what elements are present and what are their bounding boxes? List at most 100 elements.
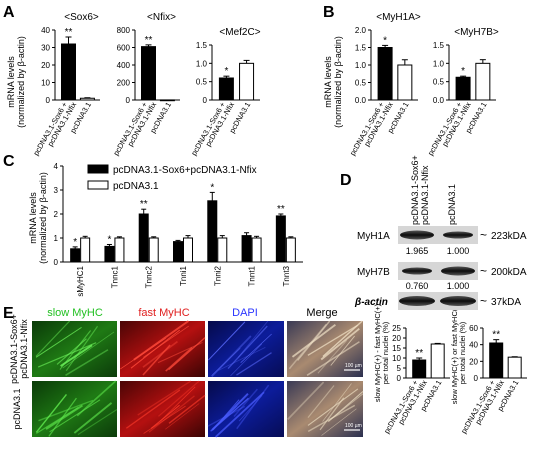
y-tick-label: 0 <box>46 96 51 105</box>
chart-mef2c: <Mef2C>00.51.01.5*pcDNA3.1-Sox6 +pcDNA3.… <box>189 27 261 157</box>
bar <box>241 235 252 263</box>
bar <box>141 46 156 101</box>
y-tick-label: 20 <box>392 334 401 343</box>
y-tick-label: 600 <box>117 44 131 53</box>
y-tick-label: 60 <box>469 324 478 333</box>
scale-bar-label-1: 100 µm <box>345 363 362 369</box>
fiber-stroke <box>297 320 331 361</box>
bar <box>377 47 393 101</box>
blot-row-myh7b: MyH7B <box>357 267 390 278</box>
fiber-stroke <box>319 397 345 431</box>
chart-title: <Mef2C> <box>219 27 260 38</box>
bar <box>397 64 413 101</box>
fiber-stroke <box>168 337 206 371</box>
fiber-stroke <box>142 340 178 368</box>
y-axis-label: per total nuclei (%) <box>458 321 467 384</box>
y-tick-label: 4 <box>54 162 59 171</box>
fiber-stroke <box>165 403 200 430</box>
band-myh1a-ctrl <box>443 231 473 239</box>
fiber-stroke <box>207 321 246 361</box>
panel-letter-d: D <box>340 172 352 189</box>
y-tick-label: 10 <box>392 354 401 363</box>
micrograph-grid: slow MyHC fast MyHC DAPI Merge pcDNA3.1-… <box>9 307 364 438</box>
bar <box>173 241 183 263</box>
band-myh7b-ctrl <box>441 266 475 276</box>
panel-letter-e: E <box>3 305 14 322</box>
blot-col-treat-2: pcDNA3.1-Nfix <box>420 165 430 225</box>
bar <box>507 356 522 379</box>
legend-swatch-treat <box>87 164 109 174</box>
fiber-stroke <box>157 341 203 364</box>
y-tick-label: 20 <box>469 357 478 366</box>
legend-swatch-ctrl <box>87 180 109 190</box>
y-tick-label: 1.0 <box>196 59 208 68</box>
y-tick-label: 1.5 <box>196 41 208 50</box>
fiber-stroke <box>35 320 71 357</box>
bar <box>207 200 218 263</box>
svg-text:mRNA levels: mRNA levels <box>28 192 38 244</box>
bar <box>138 213 149 263</box>
svg-text:mRNA levels: mRNA levels <box>6 56 16 108</box>
y-tick-label: 1 <box>54 234 59 243</box>
fiber-stroke <box>322 320 363 358</box>
ylabel-a: mRNA levels (normalized by β-actin) <box>6 36 26 128</box>
significance-mark: ** <box>140 199 148 210</box>
bar <box>475 62 491 101</box>
fiber-stroke <box>322 383 352 422</box>
y-tick-label: 1.0 <box>355 61 367 70</box>
fiber-stroke <box>62 331 115 369</box>
significance-mark: * <box>73 237 77 248</box>
blot-size-actin: 37kDA <box>491 297 521 308</box>
chart-title: <MyH7B> <box>454 27 499 38</box>
blot-value-myh7b-treat: 0.760 <box>406 281 429 291</box>
bar <box>80 237 91 263</box>
y-tick-label: 0 <box>126 96 131 105</box>
bar <box>183 237 193 263</box>
blot-size-tilde-2: ~ <box>480 264 487 278</box>
y-tick-label: 10 <box>41 79 50 88</box>
y-tick-label: 400 <box>117 61 131 70</box>
bar <box>218 77 234 101</box>
blot-size-tilde-1: ~ <box>480 228 487 242</box>
mic-row-treat-1: pcDNA3.1-Sox6+ <box>9 314 19 384</box>
fiber-stroke <box>215 391 265 438</box>
mic-header-merge: Merge <box>306 307 337 319</box>
y-tick-label: 3 <box>54 186 59 195</box>
fiber-stroke <box>287 381 325 420</box>
fiber-stroke <box>77 408 118 436</box>
ylabel-b: mRNA levels (normalized by β-actin) <box>323 36 343 128</box>
blot-row-actin: β-actin <box>354 297 388 308</box>
chart-genes: 0 1 2 3 4 * sMyHC1 * Tnnc1 ** Tnnc2 Tnni1 * Tnni2 Tnnt… <box>54 162 303 297</box>
fiber-stroke <box>227 325 268 370</box>
significance-mark: ** <box>277 204 285 215</box>
fiber-stroke <box>150 404 180 429</box>
fiber-stroke <box>236 352 272 376</box>
significance-mark: * <box>224 66 228 77</box>
significance-mark: * <box>461 66 465 77</box>
svg-text:(normalized by β-actin): (normalized by β-actin) <box>38 172 48 264</box>
y-tick-label: 0.0 <box>355 96 367 105</box>
chart-title: <MyH1A> <box>376 12 421 23</box>
fiber-stroke <box>158 380 200 417</box>
blot-membrane-1 <box>398 226 478 244</box>
y-tick-label: 1.5 <box>433 41 445 50</box>
band-myh1a-treat <box>400 230 434 240</box>
bar <box>489 342 504 379</box>
fiber-stroke <box>236 384 270 430</box>
bar <box>217 237 228 263</box>
western-blot: pcDNA3.1-Sox6+ pcDNA3.1-Nfix pcDNA3.1 My… <box>354 155 527 310</box>
fiber-stroke <box>330 335 355 366</box>
fiber-stroke <box>240 333 272 363</box>
x-category-label: Tnnt1 <box>248 265 257 286</box>
y-tick-label: 0 <box>397 374 402 383</box>
bar <box>275 215 286 263</box>
fiber-stroke <box>143 405 186 434</box>
fiber-stroke <box>307 388 359 426</box>
y-axis-label: slow MyHC(+) or fast MyHC(+) <box>450 301 459 404</box>
chart-myh7b: <MyH7B>0.00.51.01.5*pcDNA3.1-Sox6 +pcDNA… <box>426 27 499 157</box>
y-tick-label: 0.5 <box>355 79 367 88</box>
significance-mark: * <box>383 35 387 46</box>
fiber-stroke <box>327 391 364 422</box>
